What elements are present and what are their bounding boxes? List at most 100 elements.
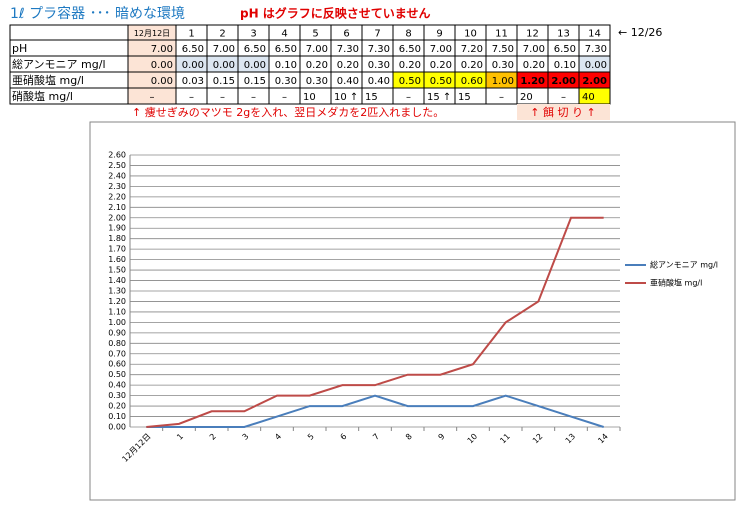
y-tick-label: 1.10	[108, 307, 126, 316]
cell-value: 0.00	[151, 60, 173, 71]
cell-value: 0.10	[275, 60, 297, 71]
cell-value: 15	[458, 92, 471, 103]
y-tick-label: 1.20	[108, 297, 126, 306]
cell-value: 2.00	[582, 76, 607, 87]
cell-value: 7.20	[461, 44, 483, 55]
y-tick-label: 0.80	[108, 339, 126, 348]
x-tick-label: 7	[371, 432, 381, 442]
cell-value: 40	[582, 92, 595, 103]
cell-value: 7.00	[306, 44, 328, 55]
cell-value: 6.50	[244, 44, 266, 55]
cell-value: 6.50	[182, 44, 204, 55]
y-tick-label: 1.60	[108, 255, 126, 264]
column-header: 8	[405, 29, 411, 40]
y-tick-label: 0.70	[108, 349, 126, 358]
series-line	[146, 216, 604, 428]
row-label: 総アンモニア mg/l	[12, 57, 106, 71]
y-tick-label: 1.50	[108, 266, 126, 275]
y-tick-label: 0.20	[108, 402, 126, 411]
cell-value: 1.00	[492, 76, 514, 87]
y-tick-label: 0.90	[108, 328, 126, 337]
x-tick-label: 8	[404, 432, 414, 442]
x-tick-label: 2	[208, 432, 218, 442]
cell-value: 7.30	[368, 44, 390, 55]
cell-value: 6.50	[554, 44, 576, 55]
y-tick-label: 1.70	[108, 245, 126, 254]
row-label: 亜硝酸塩 mg/l	[12, 73, 84, 87]
y-tick-label: 0.50	[108, 370, 126, 379]
column-header: 9	[436, 29, 442, 40]
column-header: 2	[219, 29, 225, 40]
note-bg	[517, 104, 610, 120]
cell-value: –	[499, 92, 504, 103]
cell-value: –	[406, 92, 411, 103]
cell-value: 10	[303, 92, 316, 103]
cell-value: 0.20	[337, 60, 359, 71]
x-tick-label: 1	[175, 432, 185, 442]
cell-value: 0.15	[244, 76, 266, 87]
x-tick-label: 9	[437, 432, 447, 442]
column-header: 7	[374, 29, 380, 40]
column-header: 3	[250, 29, 256, 40]
x-tick-label: 5	[306, 432, 316, 442]
cell-value: 0.20	[461, 60, 483, 71]
chart-frame	[89, 121, 736, 501]
y-tick-label: 0.00	[108, 423, 126, 432]
row-label: 硝酸塩 mg/l	[12, 89, 73, 103]
cell-value: 0.50	[430, 76, 452, 87]
legend-label: 亜硝酸塩 mg/l	[650, 278, 702, 288]
column-header: 13	[557, 29, 570, 40]
y-tick-label: 2.10	[108, 203, 126, 212]
x-tick-label: 6	[339, 432, 349, 442]
cell-value: 0.40	[368, 76, 390, 87]
cell-value: 0.00	[585, 60, 607, 71]
cell-value: 15 ↑	[427, 92, 451, 103]
cell-value: 7.00	[430, 44, 452, 55]
cell-value: 0.20	[306, 60, 328, 71]
row-label-cell	[9, 39, 129, 57]
end-note: ← 12/26	[618, 26, 662, 39]
cell-value: 1.20	[520, 76, 545, 87]
cell-value: 0.60	[461, 76, 483, 87]
cell-value: 0.40	[337, 76, 359, 87]
y-tick-label: 1.90	[108, 224, 126, 233]
cell-value: 0.15	[213, 76, 235, 87]
cell-value: 6.50	[275, 44, 297, 55]
cell-value: 0.00	[244, 60, 266, 71]
row-label: pH	[12, 42, 27, 55]
cell-value: 0.30	[492, 60, 514, 71]
cell-value: 15	[365, 92, 378, 103]
cell-value: 7.00	[213, 44, 235, 55]
column-header: 10	[464, 29, 477, 40]
cell-value: 7.30	[585, 44, 607, 55]
y-tick-label: 2.40	[108, 171, 126, 180]
column-header: 11	[495, 29, 508, 40]
column-header: 5	[312, 29, 318, 40]
y-tick-label: 2.50	[108, 161, 126, 170]
note: ↑ 餌 切 り ↑	[530, 105, 595, 119]
column-header: 12	[526, 29, 539, 40]
y-tick-label: 1.30	[108, 287, 126, 296]
cell-value: 0.20	[430, 60, 452, 71]
column-header: 12月12日	[134, 29, 170, 38]
cell-value: –	[282, 92, 287, 103]
x-tick-label: 4	[273, 432, 283, 442]
cell-value: 0.20	[523, 60, 545, 71]
cell-value: 7.50	[492, 44, 514, 55]
y-tick-label: 0.30	[108, 391, 126, 400]
cell-value: –	[220, 92, 225, 103]
y-tick-label: 1.80	[108, 234, 126, 243]
cell-value: 6.50	[399, 44, 421, 55]
cell-value: 20	[520, 92, 533, 103]
y-tick-label: 0.10	[108, 412, 126, 421]
sheet-title: 1ℓ プラ容器 ･･･ 暗めな環境	[10, 5, 185, 22]
cell-value: 0.50	[399, 76, 421, 87]
cell-value: 0.00	[182, 60, 204, 71]
cell-value: 0.00	[151, 76, 173, 87]
cell-value: –	[251, 92, 256, 103]
cell-value: 0.30	[306, 76, 328, 87]
legend-label: 総アンモニア mg/l	[650, 260, 718, 270]
y-tick-label: 0.40	[108, 381, 126, 390]
